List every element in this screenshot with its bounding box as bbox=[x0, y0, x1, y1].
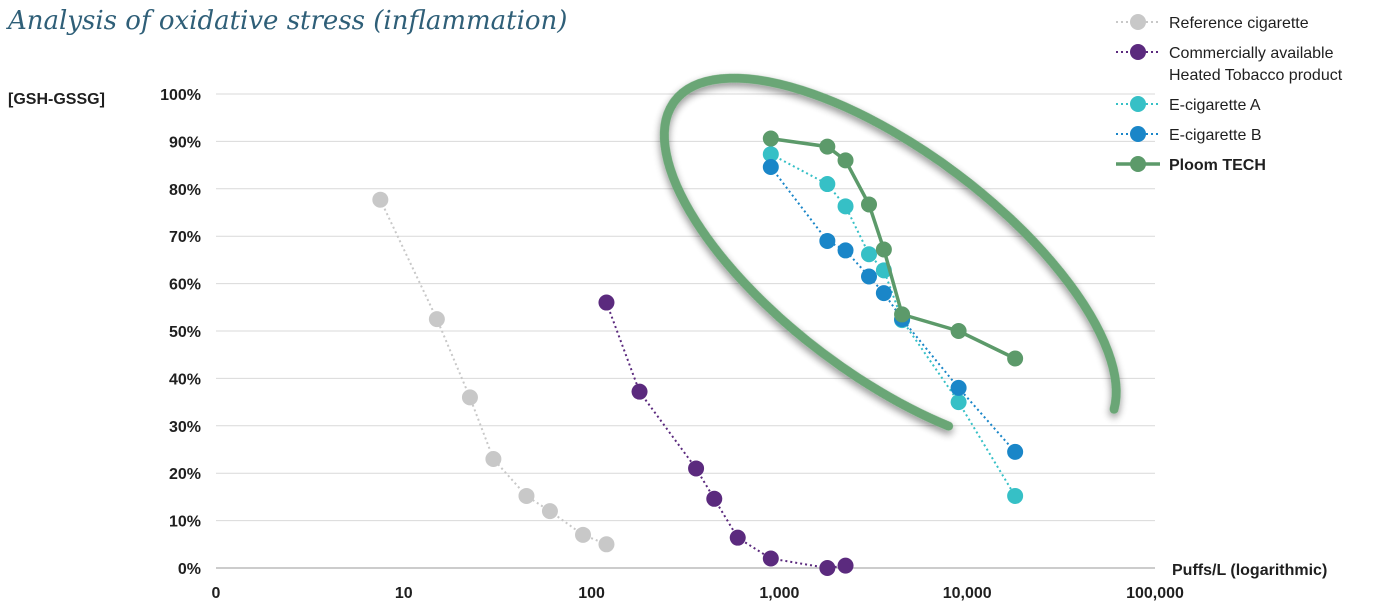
series-ploom-tech bbox=[762, 130, 1024, 367]
data-point bbox=[762, 130, 779, 147]
data-point bbox=[729, 529, 746, 546]
series-e-cigarette-a bbox=[762, 146, 1024, 504]
legend-item: Reference cigarette bbox=[1116, 14, 1309, 32]
legend-swatch-marker bbox=[1130, 14, 1146, 30]
series-reference-cigarette bbox=[372, 191, 615, 553]
data-point bbox=[837, 152, 854, 169]
data-point bbox=[861, 246, 878, 263]
series-line bbox=[605, 302, 846, 570]
series-line bbox=[770, 136, 1016, 361]
data-point bbox=[875, 241, 892, 258]
data-point bbox=[950, 323, 967, 339]
data-point bbox=[819, 138, 836, 155]
data-point bbox=[688, 460, 705, 477]
legend: Reference cigarette Commercially availabl… bbox=[1116, 14, 1343, 174]
x-tick-label: 10,000 bbox=[943, 585, 992, 602]
y-tick-label: 20% bbox=[169, 466, 201, 483]
legend-swatch-marker bbox=[1130, 126, 1146, 142]
data-point bbox=[485, 450, 502, 467]
legend-label: Heated Tobacco product bbox=[1169, 67, 1343, 84]
y-tick-label: 40% bbox=[169, 371, 201, 388]
legend-swatch-marker bbox=[1130, 96, 1146, 112]
y-tick-label: 30% bbox=[169, 419, 201, 436]
legend-label: Ploom TECH bbox=[1169, 157, 1266, 174]
data-point bbox=[428, 311, 445, 328]
data-point bbox=[762, 158, 779, 175]
data-point bbox=[950, 394, 967, 411]
highlight-ellipse bbox=[659, 73, 1121, 431]
chart-title: Analysis of oxidative stress (inflammati… bbox=[8, 6, 568, 36]
data-point bbox=[518, 487, 535, 504]
data-point bbox=[575, 526, 592, 543]
y-tick-label: 60% bbox=[169, 277, 201, 294]
x-tick-label: 10 bbox=[395, 585, 413, 602]
y-tick-label: 100% bbox=[160, 87, 201, 104]
data-point bbox=[1007, 443, 1024, 460]
data-point bbox=[372, 191, 389, 208]
x-tick-label: 0 bbox=[212, 585, 221, 602]
data-point bbox=[819, 560, 836, 576]
series-commercially-available-heated-tobacco-product bbox=[598, 294, 854, 576]
x-tick-label: 100,000 bbox=[1126, 585, 1184, 602]
data-point bbox=[837, 198, 854, 215]
data-point bbox=[598, 294, 615, 311]
data-point bbox=[461, 389, 478, 406]
legend-label: Commercially available bbox=[1169, 45, 1334, 62]
highlight-group bbox=[659, 73, 1121, 431]
legend-item: Ploom TECH bbox=[1116, 156, 1266, 174]
series-line bbox=[770, 166, 1016, 453]
data-point bbox=[762, 550, 779, 567]
series-line bbox=[379, 199, 607, 546]
data-point bbox=[894, 306, 911, 323]
data-point bbox=[631, 383, 648, 400]
y-tick-label: 90% bbox=[169, 134, 201, 151]
x-tick-label: 1,000 bbox=[759, 585, 799, 602]
legend-label: E-cigarette A bbox=[1169, 97, 1261, 114]
y-tick-label: 80% bbox=[169, 182, 201, 199]
data-point bbox=[819, 176, 836, 193]
y-tick-label: 50% bbox=[169, 324, 201, 341]
legend-label: Reference cigarette bbox=[1169, 15, 1309, 32]
y-tick-label: 10% bbox=[169, 514, 201, 531]
series-group bbox=[372, 130, 1024, 576]
x-axis-label: Puffs/L (logarithmic) bbox=[1172, 562, 1327, 579]
legend-label: E-cigarette B bbox=[1169, 127, 1261, 144]
data-point bbox=[541, 503, 558, 520]
data-point bbox=[837, 557, 854, 574]
data-point bbox=[950, 379, 967, 396]
legend-swatch-marker bbox=[1130, 156, 1146, 172]
series-line bbox=[770, 153, 1016, 497]
y-axis-label: [GSH-GSSG] bbox=[8, 91, 105, 108]
y-tick-label: 70% bbox=[169, 229, 201, 246]
data-point bbox=[861, 196, 878, 213]
legend-item: E-cigarette B bbox=[1116, 126, 1261, 144]
data-point bbox=[762, 146, 779, 163]
legend-swatch-marker bbox=[1130, 44, 1146, 60]
legend-item: Commercially available Heated Tobacco pro… bbox=[1116, 44, 1343, 84]
x-tick-label: 100 bbox=[578, 585, 605, 602]
data-point bbox=[861, 268, 878, 285]
data-point bbox=[706, 490, 723, 507]
legend-item: E-cigarette A bbox=[1116, 96, 1261, 114]
axes: 0% 10% 20% 30% 40% 50% 60% 70% 80% 90% 100% 0 10 100 1… bbox=[8, 87, 1327, 602]
data-point bbox=[837, 242, 854, 259]
data-point bbox=[598, 536, 615, 553]
data-point bbox=[819, 232, 836, 249]
series-e-cigarette-b bbox=[762, 158, 1024, 460]
y-tick-label: 0% bbox=[178, 561, 201, 578]
data-point bbox=[875, 285, 892, 302]
data-point bbox=[1007, 350, 1024, 367]
data-point bbox=[1007, 487, 1024, 504]
